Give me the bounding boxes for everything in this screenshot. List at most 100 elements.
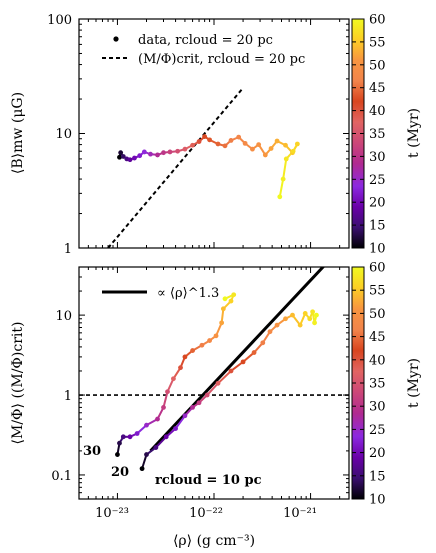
series-20-point	[153, 445, 159, 450]
data-series-point	[283, 142, 288, 148]
xtick-label: 10⁻²³	[95, 506, 129, 521]
series-30-point	[171, 376, 176, 382]
series-30-point	[182, 354, 188, 360]
series-30-point	[117, 440, 122, 446]
data-series-point	[120, 154, 126, 159]
colorbar-tick-label: 25	[369, 173, 386, 188]
series-30-point	[134, 431, 140, 436]
data-series-segment	[282, 158, 288, 180]
colorbar-tick-label: 10	[369, 493, 386, 508]
bottom-ticks	[78, 266, 349, 500]
xlabel: ⟨ρ⟩ (g cm⁻³)	[173, 533, 255, 549]
data-series-point	[137, 153, 143, 159]
series-30-point	[228, 298, 234, 304]
colorbar-tick-label: 50	[369, 58, 386, 73]
data-series-point	[175, 148, 181, 154]
series-30-point	[231, 292, 237, 298]
data-series-point	[280, 176, 286, 182]
top-ytick-label: 10	[55, 127, 72, 142]
data-series-point	[250, 146, 255, 152]
data-series-point	[277, 194, 283, 200]
colorbar-tick-label: 40	[369, 104, 386, 119]
colorbar-tick-label: 45	[369, 81, 386, 96]
data-series-point	[132, 155, 137, 161]
data-series-point	[215, 141, 221, 147]
series-20-point	[190, 405, 195, 410]
colorbar-tick-label: 55	[369, 35, 386, 50]
legend-entry-crit: (M/Φ)crit, rcloud = 20 pc	[138, 52, 305, 67]
data-series-point	[196, 139, 202, 144]
series-20-point	[215, 380, 221, 386]
xtick-label: 10⁻²²	[189, 506, 223, 521]
colorbar-tick-label: 50	[369, 307, 386, 322]
series-20-point	[182, 413, 188, 419]
legend-entry-powerlaw: ∝ ⟨ρ⟩^1.3	[157, 286, 219, 301]
colorbar-tick-label: 60	[369, 13, 386, 28]
data-series-point	[127, 157, 133, 163]
colorbar-bottom: 10 15 20 25 30 35 40 45 50 55 60 t (Myr)	[351, 261, 422, 508]
series-30-point	[222, 296, 228, 302]
data-series-point	[283, 156, 289, 162]
data-series-point	[148, 151, 153, 157]
top-ytick-label: 100	[47, 13, 72, 28]
colorbar-tick-label: 40	[369, 353, 386, 368]
data-series-point	[228, 138, 234, 143]
colorbar-tick-label: 20	[369, 196, 386, 211]
series-30-point	[213, 333, 219, 339]
xtick-label: 10⁻²¹	[283, 506, 317, 521]
data-series-point	[242, 140, 248, 146]
colorbar-tick-label: 55	[369, 284, 386, 299]
series-20-point	[267, 329, 273, 335]
series-30-point	[220, 306, 226, 312]
series-30-segment	[162, 391, 169, 408]
data-series-point	[202, 134, 208, 139]
top-plot-area	[107, 87, 300, 248]
series-20-point	[204, 392, 210, 398]
colorbar-tick-label: 60	[369, 261, 386, 276]
series-20-point	[260, 340, 266, 346]
annotation-30: 30	[83, 444, 101, 459]
bottom-ytick-label: 0.1	[51, 469, 72, 484]
colorbar-tick-label: 30	[369, 150, 386, 165]
colorbar-top-label: t (Myr)	[406, 108, 422, 158]
colorbar-tick-label: 35	[369, 377, 386, 392]
series-30-point	[219, 320, 225, 326]
colorbar-bottom-ticks: 10 15 20 25 30 35 40 45 50 55 60	[352, 261, 386, 508]
critical-line	[107, 87, 244, 248]
series-20-segment	[141, 454, 148, 469]
data-series-point	[290, 148, 296, 154]
colorbar-bottom-label: t (Myr)	[406, 358, 422, 408]
colorbar-tick-label: 20	[369, 446, 386, 461]
series-30-point	[199, 342, 205, 348]
series-30-point	[144, 422, 149, 428]
data-series-point	[268, 146, 274, 151]
series-20-point	[173, 426, 178, 432]
powerlaw-line	[149, 267, 326, 452]
series-20-point	[139, 466, 145, 472]
series-30-point	[161, 405, 166, 410]
series-20-point	[283, 316, 288, 322]
data-series-point	[161, 150, 166, 156]
panel-bottom: 10 1 0.1 ⟨M/Φ⟩ ((M/Φ)crit) ∝ ⟨ρ⟩^1.3 30 …	[10, 266, 350, 549]
colorbar-top-ticks: 10 15 20 25 30 35 40 45 50 55 60	[352, 13, 386, 257]
bottom-legend: ∝ ⟨ρ⟩^1.3	[102, 286, 219, 301]
data-series-point	[256, 142, 262, 147]
bottom-ytick-label: 10	[55, 309, 72, 324]
data-series-point	[118, 150, 124, 156]
series-20-point	[163, 434, 169, 440]
series-30-point	[207, 338, 212, 343]
colorbar-tick-label: 30	[369, 400, 386, 415]
series-20-point	[290, 312, 295, 318]
legend-marker-dot	[113, 36, 119, 42]
colorbar-tick-label: 45	[369, 330, 386, 345]
bottom-ytick-label: 1	[64, 389, 72, 404]
colorbar-tick-label: 15	[369, 469, 386, 484]
annotation-20: 20	[111, 465, 129, 480]
annotation-rcloud: rcloud = 10 pc	[155, 473, 262, 488]
series-20-point	[297, 322, 303, 328]
series-20-point	[228, 368, 234, 374]
series-20-point	[274, 322, 280, 328]
bottom-plot-area	[79, 267, 349, 472]
bottom-ylabel: ⟨M/Φ⟩ ((M/Φ)crit)	[10, 322, 26, 445]
series-20-point	[307, 316, 313, 322]
